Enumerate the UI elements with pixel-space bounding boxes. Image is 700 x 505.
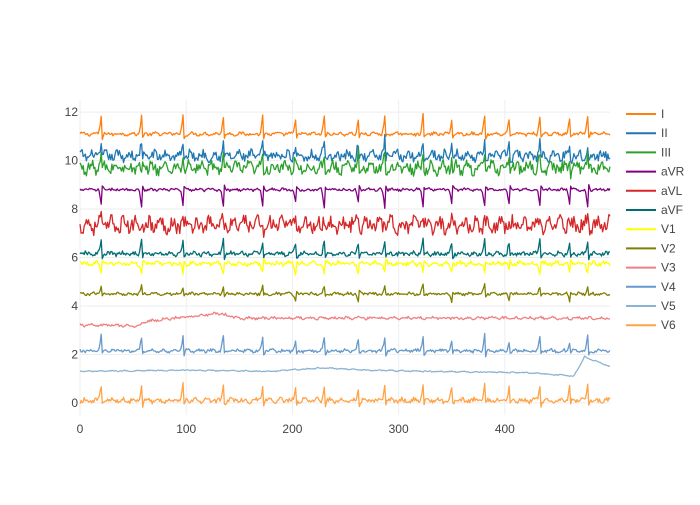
- legend-label: V5: [661, 299, 676, 313]
- y-tick-label: 2: [71, 347, 78, 361]
- y-tick-label: 4: [71, 299, 78, 313]
- series-line-v5[interactable]: [79, 355, 611, 378]
- series-line-iii[interactable]: [79, 147, 611, 180]
- legend-item-avr[interactable]: aVR: [626, 165, 685, 179]
- series-line-avl[interactable]: [79, 210, 611, 238]
- legend-item-v1[interactable]: V1: [626, 222, 676, 236]
- legend-item-avl[interactable]: aVL: [626, 184, 683, 198]
- x-tick-label: 300: [389, 422, 409, 436]
- y-tick-label: 0: [71, 396, 78, 410]
- legend-label: aVL: [661, 184, 683, 198]
- y-tick-label: 12: [65, 105, 79, 119]
- legend-item-i[interactable]: I: [626, 107, 664, 121]
- legend-label: V1: [661, 222, 676, 236]
- legend-label: I: [661, 107, 664, 121]
- legend-label: V4: [661, 280, 676, 294]
- legend-item-v4[interactable]: V4: [626, 280, 676, 294]
- legend-label: aVR: [661, 165, 685, 179]
- series-line-avf[interactable]: [79, 237, 611, 261]
- grid: [79, 100, 610, 415]
- series-line-v1[interactable]: [79, 258, 611, 276]
- legend-label: III: [661, 145, 671, 159]
- legend-item-v5[interactable]: V5: [626, 299, 676, 313]
- x-tick-label: 200: [282, 422, 302, 436]
- legend-item-iii[interactable]: III: [626, 145, 671, 159]
- legend-item-v6[interactable]: V6: [626, 318, 676, 332]
- legend-label: V2: [661, 241, 676, 255]
- legend-item-v2[interactable]: V2: [626, 241, 676, 255]
- series-line-v6[interactable]: [79, 382, 611, 408]
- series-line-i[interactable]: [79, 112, 611, 141]
- y-tick-label: 8: [71, 202, 78, 216]
- legend-label: V3: [661, 261, 676, 275]
- series-line-v2[interactable]: [79, 282, 611, 304]
- x-tick-label: 100: [176, 422, 196, 436]
- y-tick-label: 10: [65, 154, 79, 168]
- y-tick-label: 6: [71, 251, 78, 265]
- legend-label: II: [661, 126, 668, 140]
- series-line-v3[interactable]: [79, 311, 611, 329]
- series-lines: [79, 112, 611, 408]
- series-line-v4[interactable]: [79, 332, 611, 358]
- legend-label: aVF: [661, 203, 683, 217]
- legend-item-avf[interactable]: aVF: [626, 203, 683, 217]
- x-tick-label: 0: [77, 422, 84, 436]
- series-line-avr[interactable]: [79, 183, 611, 209]
- legend-label: V6: [661, 318, 676, 332]
- legend-item-v3[interactable]: V3: [626, 261, 676, 275]
- legend-item-ii[interactable]: II: [626, 126, 668, 140]
- series-line-ii[interactable]: [79, 133, 611, 165]
- x-tick-label: 400: [495, 422, 515, 436]
- axes: 0 100 200 300 400 0 2 4 6 8 10 12: [65, 105, 516, 436]
